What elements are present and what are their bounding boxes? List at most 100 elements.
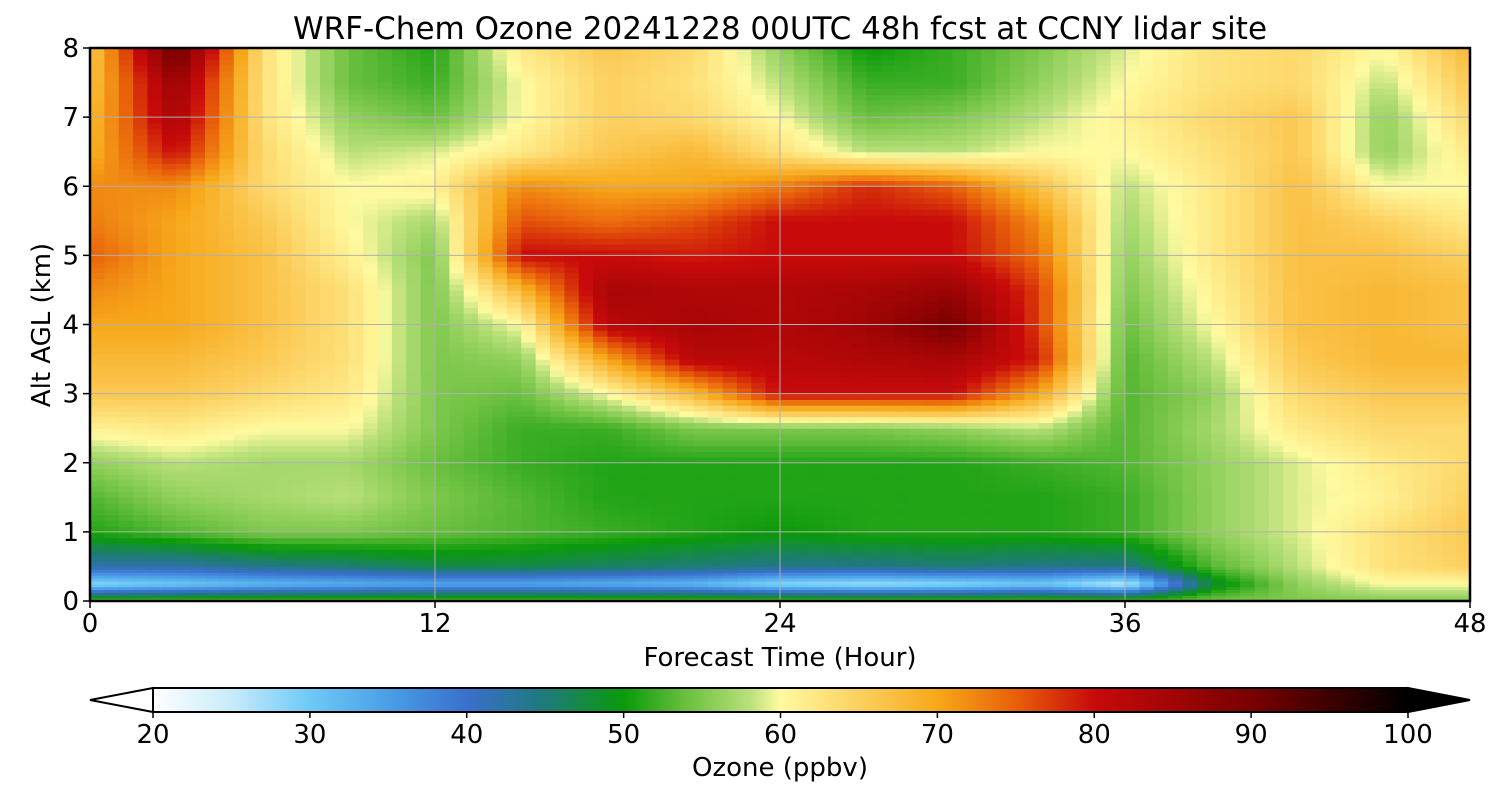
heatmap-cell	[305, 451, 321, 458]
heatmap-cell	[1139, 376, 1155, 383]
heatmap-cell	[1383, 376, 1399, 383]
heatmap-cell	[1455, 549, 1470, 556]
heatmap-cell	[161, 575, 177, 579]
heatmap-cell	[1426, 526, 1442, 533]
heatmap-cell	[1168, 428, 1184, 435]
heatmap-cell	[665, 422, 680, 429]
heatmap-cell	[895, 439, 910, 447]
heatmap-cell	[1326, 508, 1342, 516]
heatmap-cell	[837, 491, 853, 498]
heatmap-cell	[1010, 491, 1025, 498]
heatmap-cell	[1096, 514, 1112, 521]
heatmap-cell	[1398, 569, 1414, 573]
heatmap-cell	[1283, 577, 1299, 582]
heatmap-cell	[420, 445, 436, 452]
heatmap-cell	[276, 439, 292, 447]
heatmap-cell	[1110, 520, 1126, 527]
heatmap-cell	[880, 480, 896, 487]
heatmap-cell	[981, 572, 997, 576]
heatmap-cell	[780, 336, 795, 343]
heatmap-cell	[593, 560, 609, 568]
heatmap-cell	[995, 543, 1011, 550]
heatmap-cell	[765, 445, 781, 452]
heatmap-cell	[1081, 382, 1097, 389]
heatmap-cell	[147, 399, 163, 406]
heatmap-cell	[219, 572, 235, 576]
heatmap-cell	[391, 462, 407, 470]
heatmap-cell	[1441, 468, 1457, 475]
heatmap-cell	[320, 531, 335, 539]
heatmap-cell	[1139, 382, 1155, 389]
heatmap-cell	[320, 514, 335, 521]
heatmap-cell	[1340, 589, 1356, 593]
heatmap-cell	[895, 543, 910, 550]
heatmap-cell	[1053, 382, 1069, 389]
heatmap-cell	[147, 592, 163, 596]
heatmap-cell	[780, 595, 795, 599]
heatmap-cell	[981, 422, 997, 429]
heatmap-cell	[708, 508, 724, 516]
heatmap-cell	[1038, 405, 1054, 412]
heatmap-cell	[1326, 474, 1342, 481]
heatmap-cell	[377, 572, 393, 576]
heatmap-cell	[420, 543, 436, 550]
heatmap-cell	[1369, 445, 1385, 452]
heatmap-cell	[90, 520, 105, 527]
heatmap-cell	[808, 537, 824, 544]
heatmap-cell	[1196, 580, 1212, 585]
heatmap-cell	[794, 468, 810, 475]
heatmap-cell	[1254, 485, 1270, 493]
heatmap-cell	[478, 393, 494, 400]
heatmap-cell	[1412, 370, 1428, 377]
heatmap-cell	[320, 399, 335, 406]
heatmap-cell	[722, 387, 738, 395]
heatmap-cell	[1283, 468, 1299, 475]
heatmap-cell	[780, 480, 795, 487]
heatmap-cell	[1053, 586, 1069, 591]
heatmap-cell	[1426, 514, 1442, 521]
heatmap-cell	[722, 572, 738, 576]
heatmap-cell	[147, 497, 163, 504]
heatmap-cell	[248, 359, 264, 366]
heatmap-cell	[1455, 566, 1470, 570]
heatmap-cell	[1067, 410, 1083, 418]
heatmap-cell	[837, 353, 853, 360]
heatmap-cell	[995, 422, 1011, 429]
heatmap-cell	[1211, 508, 1227, 516]
heatmap-cell	[1311, 399, 1327, 406]
heatmap-cell	[765, 592, 781, 596]
heatmap-cell	[1053, 410, 1069, 418]
heatmap-cell	[233, 336, 249, 343]
heatmap-cell	[190, 347, 206, 354]
heatmap-cell	[1340, 410, 1356, 418]
heatmap-cell	[966, 572, 982, 576]
heatmap-cell	[995, 508, 1011, 516]
heatmap-cell	[1225, 428, 1241, 435]
heatmap-cell	[205, 531, 220, 539]
heatmap-cell	[506, 451, 522, 458]
heatmap-cell	[478, 410, 494, 418]
heatmap-cell	[348, 598, 364, 601]
heatmap-cell	[1110, 474, 1126, 481]
heatmap-cell	[751, 554, 767, 562]
heatmap-cell	[262, 575, 278, 579]
heatmap-cell	[636, 428, 652, 435]
heatmap-cell	[693, 336, 709, 343]
heatmap-cell	[1225, 359, 1241, 366]
heatmap-cell	[435, 554, 450, 562]
heatmap-cell	[736, 474, 752, 481]
heatmap-cell	[895, 480, 910, 487]
heatmap-cell	[909, 422, 925, 429]
heatmap-cell	[133, 480, 149, 487]
heatmap-cell	[895, 445, 910, 452]
heatmap-cell	[1455, 428, 1470, 435]
heatmap-cell	[248, 399, 264, 406]
heatmap-cell	[133, 387, 149, 395]
heatmap-cell	[866, 399, 882, 406]
heatmap-cell	[1024, 592, 1040, 596]
heatmap-cell	[1081, 445, 1097, 452]
heatmap-cell	[1383, 531, 1399, 539]
heatmap-cell	[1455, 491, 1470, 498]
heatmap-cell	[90, 589, 105, 593]
heatmap-cell	[435, 569, 450, 573]
